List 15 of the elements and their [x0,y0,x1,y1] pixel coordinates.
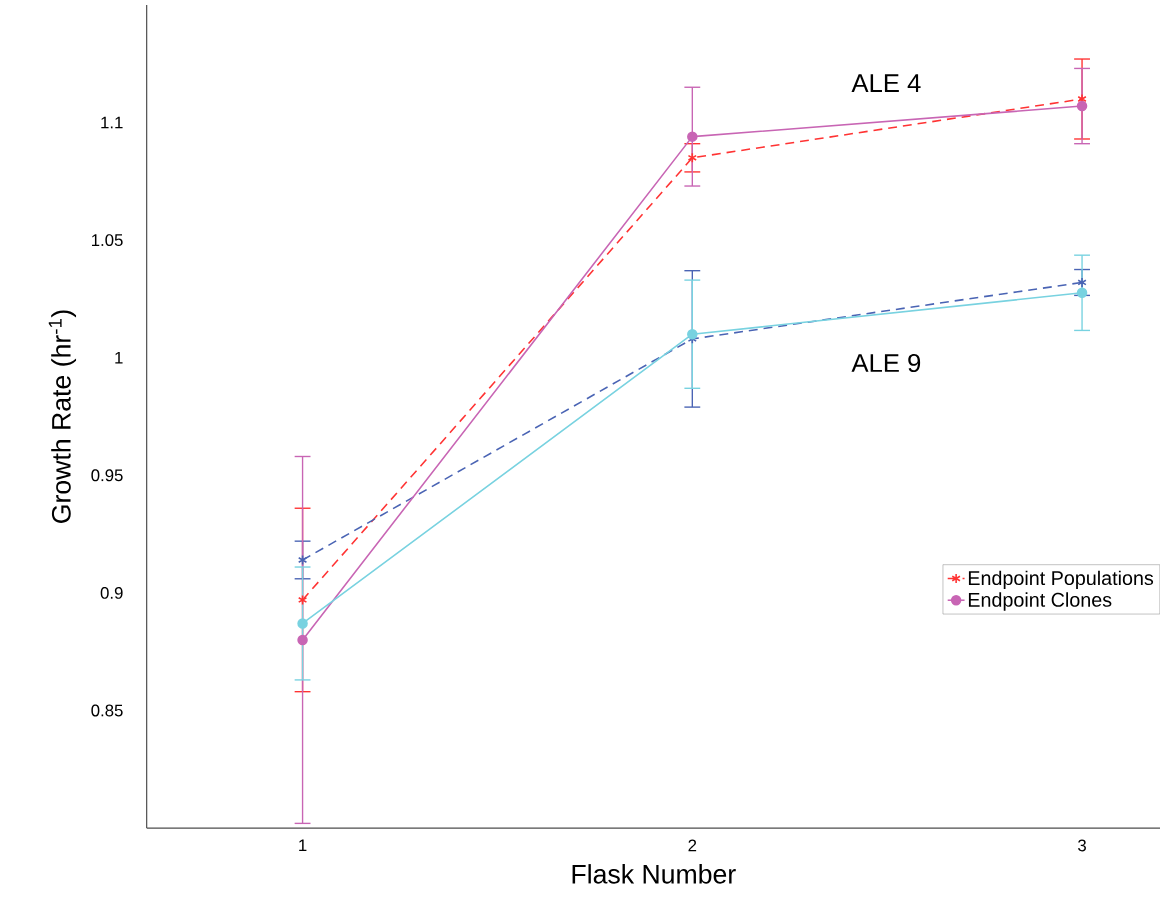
y-tick-label: 0.9 [100,586,123,599]
x-tick-label: 3 [1078,839,1086,852]
legend-label: Endpoint Clones [968,592,1112,611]
y-tick-label: 1 [115,351,123,364]
y-tick-label: 1.1 [101,116,123,129]
y-tick-label: 0.85 [91,704,123,717]
x-axis-title: Flask Number [572,863,736,884]
annotation: ALE 9 [851,353,921,372]
y-tick-label: 1.05 [92,234,123,246]
annotation: ALE 4 [851,74,921,92]
x-tick-label: 2 [688,839,697,852]
y-axis-title: Growth Rate (hr$^{-1}$) [48,310,77,523]
y-tick-label: 0.95 [91,469,123,482]
legend-label: Endpoint Populations [968,570,1154,589]
x-tick-label: 1 [299,839,307,851]
